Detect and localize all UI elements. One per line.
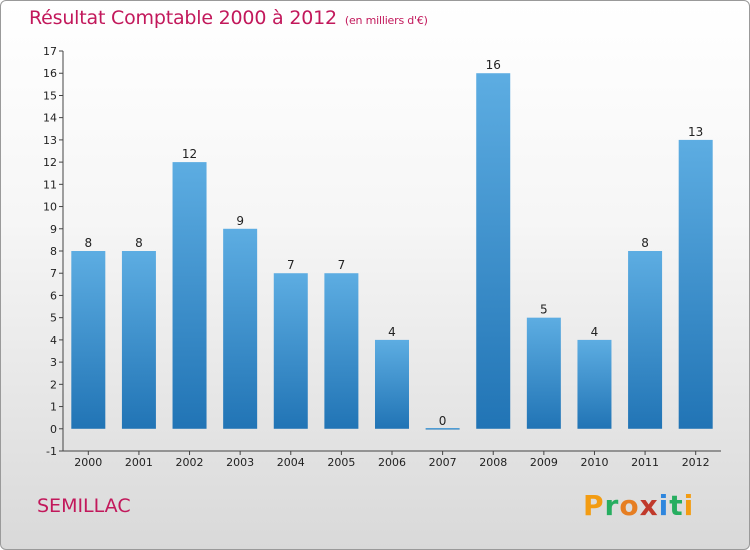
y-tick-label: 0	[50, 423, 57, 436]
bar-value-label: 0	[439, 414, 447, 428]
x-tick-label: 2002	[176, 456, 204, 469]
chart-title: Résultat Comptable 2000 à 2012 (en millie…	[29, 7, 428, 29]
x-tick-label: 2008	[479, 456, 507, 469]
bar	[324, 273, 359, 429]
bar	[71, 251, 106, 429]
bar	[577, 339, 612, 429]
x-tick-label: 2012	[682, 456, 710, 469]
y-tick-label: 7	[50, 267, 57, 280]
bar	[223, 228, 258, 429]
bar-value-label: 4	[591, 325, 599, 339]
y-tick-label: 15	[43, 89, 57, 102]
y-tick-label: 9	[50, 223, 57, 236]
y-tick-label: 16	[43, 67, 57, 80]
bar	[273, 273, 308, 429]
y-tick-label: -1	[46, 445, 57, 458]
bar-value-label: 4	[388, 325, 396, 339]
x-tick-label: 2000	[74, 456, 102, 469]
bar-value-label: 5	[540, 303, 548, 317]
logo-letter: P	[583, 489, 605, 522]
y-tick-label: 2	[50, 378, 57, 391]
y-tick-label: 1	[50, 401, 57, 414]
x-tick-label: 2003	[226, 456, 254, 469]
y-tick-label: 11	[43, 178, 57, 191]
logo-letter: o	[619, 489, 640, 522]
y-tick-label: 17	[43, 45, 57, 58]
x-tick-label: 2001	[125, 456, 153, 469]
bar-value-label: 8	[84, 236, 92, 250]
logo-letter: x	[639, 489, 659, 522]
bar	[172, 162, 207, 429]
bar-value-label: 16	[486, 58, 501, 72]
x-tick-label: 2009	[530, 456, 558, 469]
logo-letter: i	[683, 489, 695, 522]
x-tick-label: 2010	[580, 456, 608, 469]
bar-value-label: 12	[182, 147, 197, 161]
x-tick-label: 2011	[631, 456, 659, 469]
y-tick-label: 4	[50, 334, 57, 347]
x-tick-label: 2007	[429, 456, 457, 469]
y-tick-label: 3	[50, 356, 57, 369]
chart-unit: (en milliers d'€)	[344, 14, 428, 27]
y-tick-label: 10	[43, 201, 57, 214]
x-tick-label: 2004	[277, 456, 305, 469]
chart-title-text: Résultat Comptable 2000 à 2012	[29, 7, 337, 29]
bar	[121, 251, 156, 429]
y-tick-label: 5	[50, 312, 57, 325]
y-tick-label: 6	[50, 289, 57, 302]
bar	[375, 339, 409, 429]
bar-value-label: 8	[135, 236, 143, 250]
x-tick-label: 2006	[378, 456, 406, 469]
y-tick-label: 13	[43, 134, 57, 147]
bar-value-label: 8	[641, 236, 649, 250]
logo-letter: t	[669, 489, 684, 522]
bar	[678, 139, 713, 429]
bar	[526, 317, 561, 429]
y-tick-label: 12	[43, 156, 57, 169]
bar-value-label: 7	[338, 258, 346, 272]
y-tick-label: 14	[43, 112, 57, 125]
bar	[476, 73, 511, 429]
logo-letter: r	[604, 489, 620, 522]
bar-value-label: 7	[287, 258, 295, 272]
logo-letter: i	[658, 489, 670, 522]
data-labels: 8 8 12 9 7 7 4 0 16 5 4 8 13	[84, 58, 703, 428]
x-tick-label: 2005	[327, 456, 355, 469]
bars	[71, 73, 713, 430]
bar-value-label: 13	[688, 125, 703, 139]
bar	[628, 251, 663, 429]
bar-value-label: 9	[236, 214, 244, 228]
proxiti-logo: Proxiti	[583, 489, 694, 522]
bar	[425, 428, 460, 430]
commune-name: SEMILLAC	[37, 495, 131, 517]
y-tick-label: 8	[50, 245, 57, 258]
